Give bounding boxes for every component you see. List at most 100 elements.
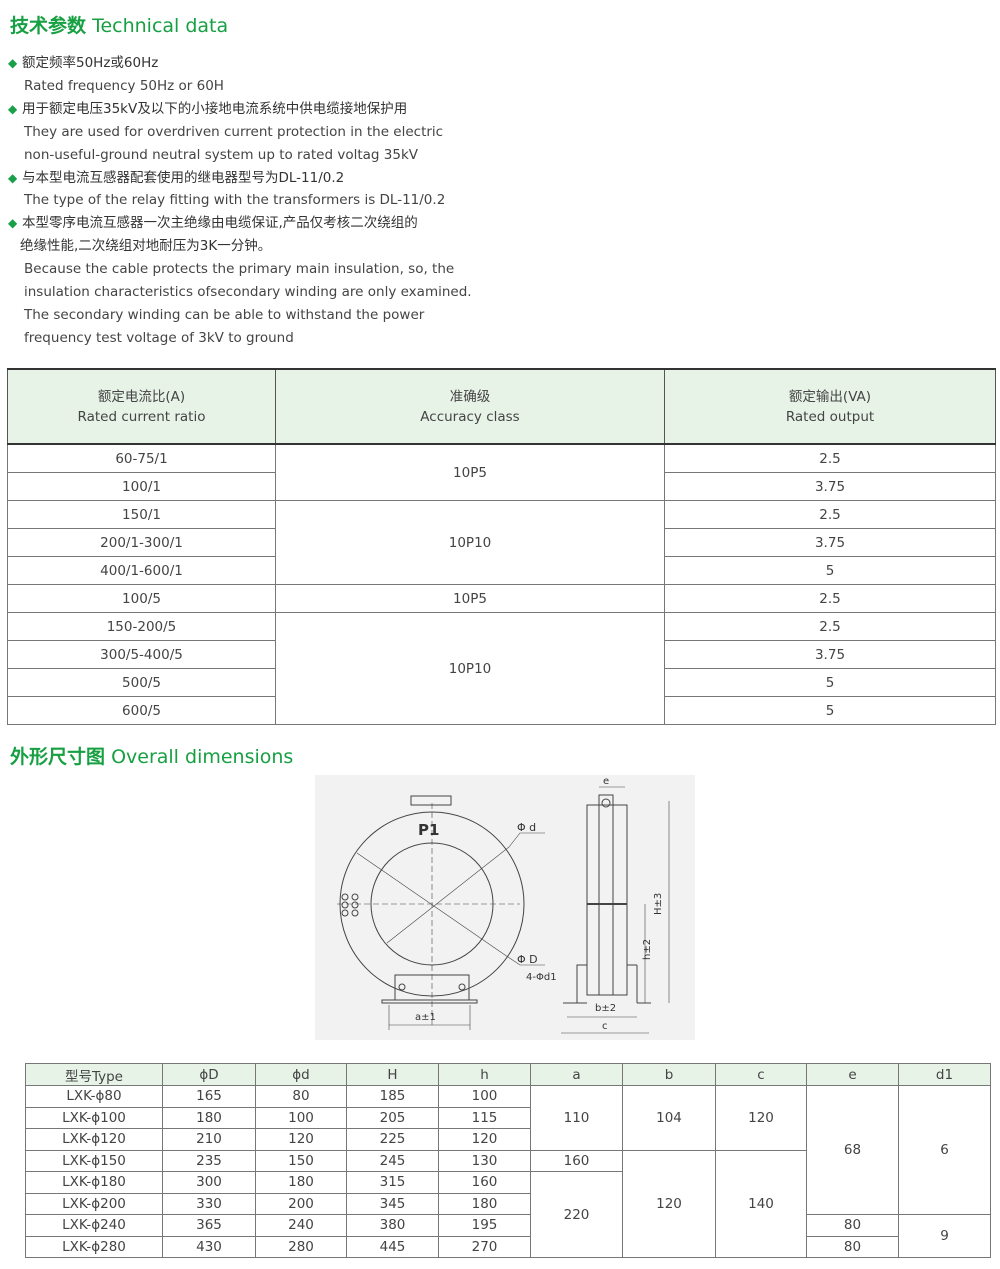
h-cell: 180: [438, 1192, 531, 1215]
d1-cell: 9: [898, 1214, 991, 1258]
bullet-text: 用于额定电压35kV及以下的小接地电流系统中供电缆接地保护用: [22, 100, 408, 117]
h-cell: 130: [438, 1149, 531, 1172]
output-cell: 3.75: [664, 472, 996, 501]
ratio-cell: 500/5: [7, 668, 276, 697]
drawing-labels: P1 Φ d Φ D a±1 e 4-Φd1 b±2 c H±3 h±2: [415, 776, 664, 1032]
dimension-drawing: P1 Φ d Φ D a±1 e 4-Φd1 b±2 c H±3 h±2: [315, 775, 695, 1040]
ratio-cell: 150/1: [7, 500, 276, 529]
type-cell: LXK-ϕ120: [25, 1128, 163, 1151]
d-cell: 200: [255, 1192, 347, 1215]
output-cell: 2.5: [664, 584, 996, 613]
output-cell: 5: [664, 696, 996, 725]
bullet-en: Rated frequency 50Hz or 60H: [24, 77, 224, 94]
table-row: LXK-ϕ120 210 120 225 120: [25, 1128, 991, 1151]
h-cell: 120: [438, 1128, 531, 1151]
bullet-text: 额定频率50Hz或60Hz: [22, 55, 159, 71]
type-cell: LXK-ϕ80: [25, 1085, 163, 1108]
accuracy-cell: 10P5: [275, 443, 665, 501]
table-row: LXK-ϕ100 180 100 205 115: [25, 1106, 991, 1129]
ratio-cell: 300/5-400/5: [7, 640, 276, 669]
svg-text:e: e: [603, 776, 609, 787]
table-row: 200/1-300/1 3.75: [7, 528, 996, 557]
type-cell: LXK-ϕ150: [25, 1149, 163, 1172]
d-cell: 80: [255, 1085, 347, 1108]
side-view: [561, 786, 670, 1034]
bullet-zh: ◆ 本型零序电流互感器一次主绝缘由电缆保证,产品仅考核二次绕组的: [8, 212, 472, 235]
header-cell: 型号Type: [25, 1063, 163, 1086]
d-cell: 240: [255, 1214, 347, 1237]
bullet-en: They are used for overdriven current pro…: [24, 123, 444, 140]
d-cell: 165: [162, 1085, 256, 1108]
bullet-zh: ◆ 与本型电流互感器配套使用的继电器型号为DL-11/0.2: [8, 167, 472, 190]
ratio-cell: 150-200/5: [7, 612, 276, 641]
header-cell: b: [622, 1063, 716, 1086]
technical-bullets: ◆ 额定频率50Hz或60Hz Rated frequency 50Hz or 60…: [8, 52, 472, 350]
diamond-bullet-icon: ◆: [8, 170, 18, 185]
type-cell: LXK-ϕ240: [25, 1214, 163, 1237]
type-cell: LXK-ϕ200: [25, 1192, 163, 1215]
ratings-table: 额定电流比(A) Rated current ratio 准确级 Accuracy …: [7, 368, 996, 725]
output-cell: 2.5: [664, 500, 996, 529]
d1-cell: 6: [898, 1085, 991, 1215]
title-zh: 技术参数: [10, 15, 87, 37]
bullet-en: The secondary winding can be able to wit…: [24, 306, 425, 323]
ratio-cell: 400/1-600/1: [7, 556, 276, 585]
h-cell: 380: [346, 1214, 439, 1237]
table-row: 150-200/5 10P10 2.5: [7, 612, 996, 725]
svg-text:Φ d: Φ d: [517, 821, 536, 834]
e-cell: 80: [806, 1214, 899, 1237]
ratio-cell: 200/1-300/1: [7, 528, 276, 557]
svg-text:a±1: a±1: [415, 1012, 436, 1023]
type-cell: LXK-ϕ180: [25, 1171, 163, 1194]
header-accuracy: 准确级 Accuracy class: [275, 368, 665, 445]
bullet-en: The type of the relay fitting with the t…: [24, 192, 446, 209]
h-cell: 115: [438, 1106, 531, 1129]
ratio-cell: 100/5: [7, 584, 276, 613]
d-cell: 100: [255, 1106, 347, 1129]
diamond-bullet-icon: ◆: [8, 101, 18, 116]
d-cell: 365: [162, 1214, 256, 1237]
d-cell: 210: [162, 1128, 256, 1151]
bullet-en: non-useful-ground neutral system up to r…: [24, 146, 418, 163]
accuracy-cell: 10P5: [275, 584, 665, 613]
header-cell: ϕd: [255, 1063, 347, 1086]
output-cell: 3.75: [664, 640, 996, 669]
table-row: 60-75/1 10P5 2.5: [7, 443, 996, 501]
dimensions-title: 外形尺寸图 Overall dimensions: [10, 742, 293, 769]
a-cell: 220: [530, 1171, 623, 1258]
output-cell: 5: [664, 556, 996, 585]
title-zh: 外形尺寸图: [10, 746, 106, 768]
header-cell: h: [438, 1063, 531, 1086]
bullet-en: insulation characteristics ofsecondary w…: [24, 284, 472, 301]
e-cell: 80: [806, 1235, 899, 1258]
diamond-bullet-icon: ◆: [8, 216, 18, 231]
d-cell: 235: [162, 1149, 256, 1172]
table-row: 500/5 5: [7, 668, 996, 697]
c-cell: 120: [715, 1085, 807, 1151]
table-row: 100/1 3.75: [7, 472, 996, 501]
c-cell: 140: [715, 1149, 807, 1258]
title-en: Technical data: [92, 15, 229, 37]
h-cell: 315: [346, 1171, 439, 1194]
e-cell: 68: [806, 1085, 899, 1215]
ratio-cell: 600/5: [7, 696, 276, 725]
output-cell: 2.5: [664, 612, 996, 641]
d-cell: 120: [255, 1128, 347, 1151]
d-cell: 430: [162, 1235, 256, 1258]
d-cell: 180: [162, 1106, 256, 1129]
header-cell: ϕD: [162, 1063, 256, 1086]
accuracy-cell: 10P10: [275, 612, 665, 725]
technical-data-title: 技术参数 Technical data: [10, 11, 228, 38]
b-cell: 120: [622, 1149, 716, 1258]
table-row: 600/5 5: [7, 696, 996, 725]
table-row: 150/1 10P10 2.5: [7, 500, 996, 585]
ratio-cell: 100/1: [7, 472, 276, 501]
front-view: [337, 795, 545, 1030]
type-cell: LXK-ϕ100: [25, 1106, 163, 1129]
svg-text:Φ D: Φ D: [517, 953, 538, 966]
d-cell: 150: [255, 1149, 347, 1172]
bullet-en: frequency test voltage of 3kV to ground: [24, 329, 294, 346]
table-row: LXK-ϕ280 430 280 445 270 80: [25, 1235, 991, 1258]
table-row: LXK-ϕ200 330 200 345 180: [25, 1192, 991, 1215]
h-cell: 100: [438, 1085, 531, 1108]
